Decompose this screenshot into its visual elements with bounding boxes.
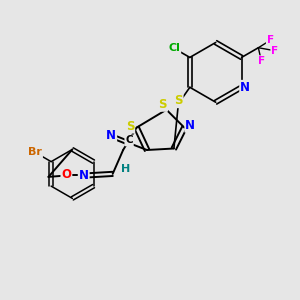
- Text: F: F: [271, 46, 278, 56]
- Text: N: N: [79, 169, 89, 182]
- Text: N: N: [106, 130, 116, 142]
- Text: O: O: [61, 168, 71, 181]
- Text: C: C: [125, 135, 133, 146]
- Text: Cl: Cl: [168, 44, 180, 53]
- Text: N: N: [240, 81, 250, 94]
- Text: S: S: [174, 94, 183, 107]
- Text: S: S: [126, 120, 134, 133]
- Text: F: F: [258, 56, 265, 66]
- Text: S: S: [159, 98, 167, 111]
- Text: F: F: [267, 35, 274, 45]
- Text: H: H: [121, 164, 130, 173]
- Text: Br: Br: [28, 147, 42, 158]
- Text: N: N: [185, 119, 195, 132]
